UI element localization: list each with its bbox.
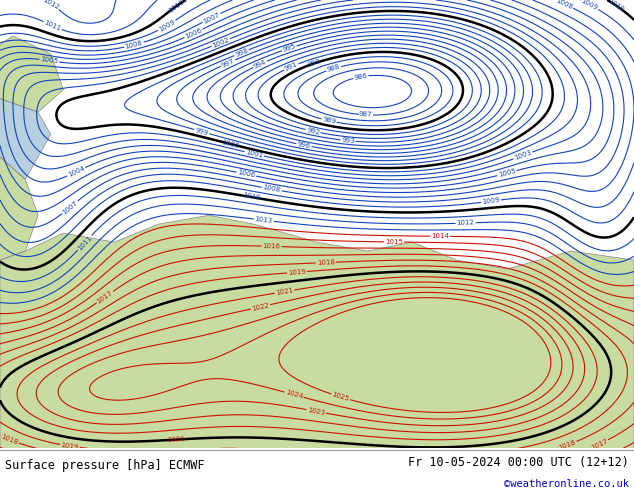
Text: 1005: 1005 — [498, 168, 516, 178]
Text: ©weatheronline.co.uk: ©weatheronline.co.uk — [504, 479, 629, 489]
Text: 1020: 1020 — [167, 436, 186, 443]
Text: 1008: 1008 — [124, 40, 143, 50]
Text: 986: 986 — [354, 73, 368, 81]
Text: 1009: 1009 — [580, 0, 599, 11]
Text: 1001: 1001 — [245, 149, 264, 159]
Text: 1006: 1006 — [184, 27, 203, 40]
Text: 1012: 1012 — [456, 220, 475, 226]
Text: 992: 992 — [306, 127, 320, 136]
Text: 1013: 1013 — [254, 216, 273, 224]
Polygon shape — [0, 215, 634, 448]
Text: 1016: 1016 — [262, 243, 281, 249]
Text: 1025: 1025 — [332, 392, 350, 402]
Text: 998: 998 — [234, 48, 249, 58]
Text: 1024: 1024 — [285, 390, 303, 400]
Text: 988: 988 — [327, 64, 341, 74]
Text: 994: 994 — [253, 59, 268, 70]
Text: Surface pressure [hPa] ECMWF: Surface pressure [hPa] ECMWF — [5, 459, 205, 472]
Text: 1009: 1009 — [482, 197, 500, 205]
Text: 1022: 1022 — [251, 302, 270, 312]
Text: 1009: 1009 — [158, 19, 176, 33]
Polygon shape — [0, 157, 38, 260]
Text: 1007: 1007 — [202, 11, 221, 24]
Text: 1019: 1019 — [61, 442, 79, 450]
Text: 1010: 1010 — [606, 0, 624, 13]
Text: 1008: 1008 — [262, 185, 281, 194]
Text: 1012: 1012 — [41, 0, 60, 11]
Text: 1018: 1018 — [0, 433, 19, 445]
Text: 1011: 1011 — [76, 234, 93, 251]
Text: 1010: 1010 — [242, 193, 261, 201]
Text: 1008: 1008 — [555, 0, 574, 10]
Text: 1007: 1007 — [61, 199, 79, 215]
Text: 1021: 1021 — [275, 287, 294, 296]
Polygon shape — [0, 36, 63, 112]
Text: 1018: 1018 — [558, 439, 577, 451]
Text: 996: 996 — [297, 141, 311, 149]
Text: Fr 10-05-2024 00:00 UTC (12+12): Fr 10-05-2024 00:00 UTC (12+12) — [408, 456, 629, 469]
Text: 997: 997 — [221, 57, 236, 69]
Text: 1018: 1018 — [316, 259, 335, 266]
Text: 1015: 1015 — [385, 239, 403, 245]
Text: 987: 987 — [359, 112, 372, 118]
Text: 1011: 1011 — [43, 20, 62, 32]
Text: 990: 990 — [307, 58, 322, 68]
Text: 1000: 1000 — [221, 139, 240, 149]
Polygon shape — [0, 98, 51, 179]
Text: 1003: 1003 — [514, 149, 533, 161]
Text: 1004: 1004 — [67, 165, 86, 178]
Text: 1019: 1019 — [288, 269, 306, 276]
Text: 1017: 1017 — [590, 438, 609, 451]
Text: 989: 989 — [322, 116, 336, 125]
Text: 991: 991 — [284, 61, 299, 72]
Text: 995: 995 — [282, 43, 297, 53]
Text: 1010: 1010 — [167, 0, 186, 14]
Text: 993: 993 — [341, 137, 355, 145]
Text: 1002: 1002 — [212, 36, 230, 49]
Text: 999: 999 — [195, 127, 209, 136]
Text: 1014: 1014 — [431, 233, 449, 239]
Text: 1005: 1005 — [40, 56, 58, 65]
Text: 1006: 1006 — [237, 170, 256, 179]
Text: 1023: 1023 — [307, 407, 325, 416]
Text: 1017: 1017 — [96, 290, 114, 305]
